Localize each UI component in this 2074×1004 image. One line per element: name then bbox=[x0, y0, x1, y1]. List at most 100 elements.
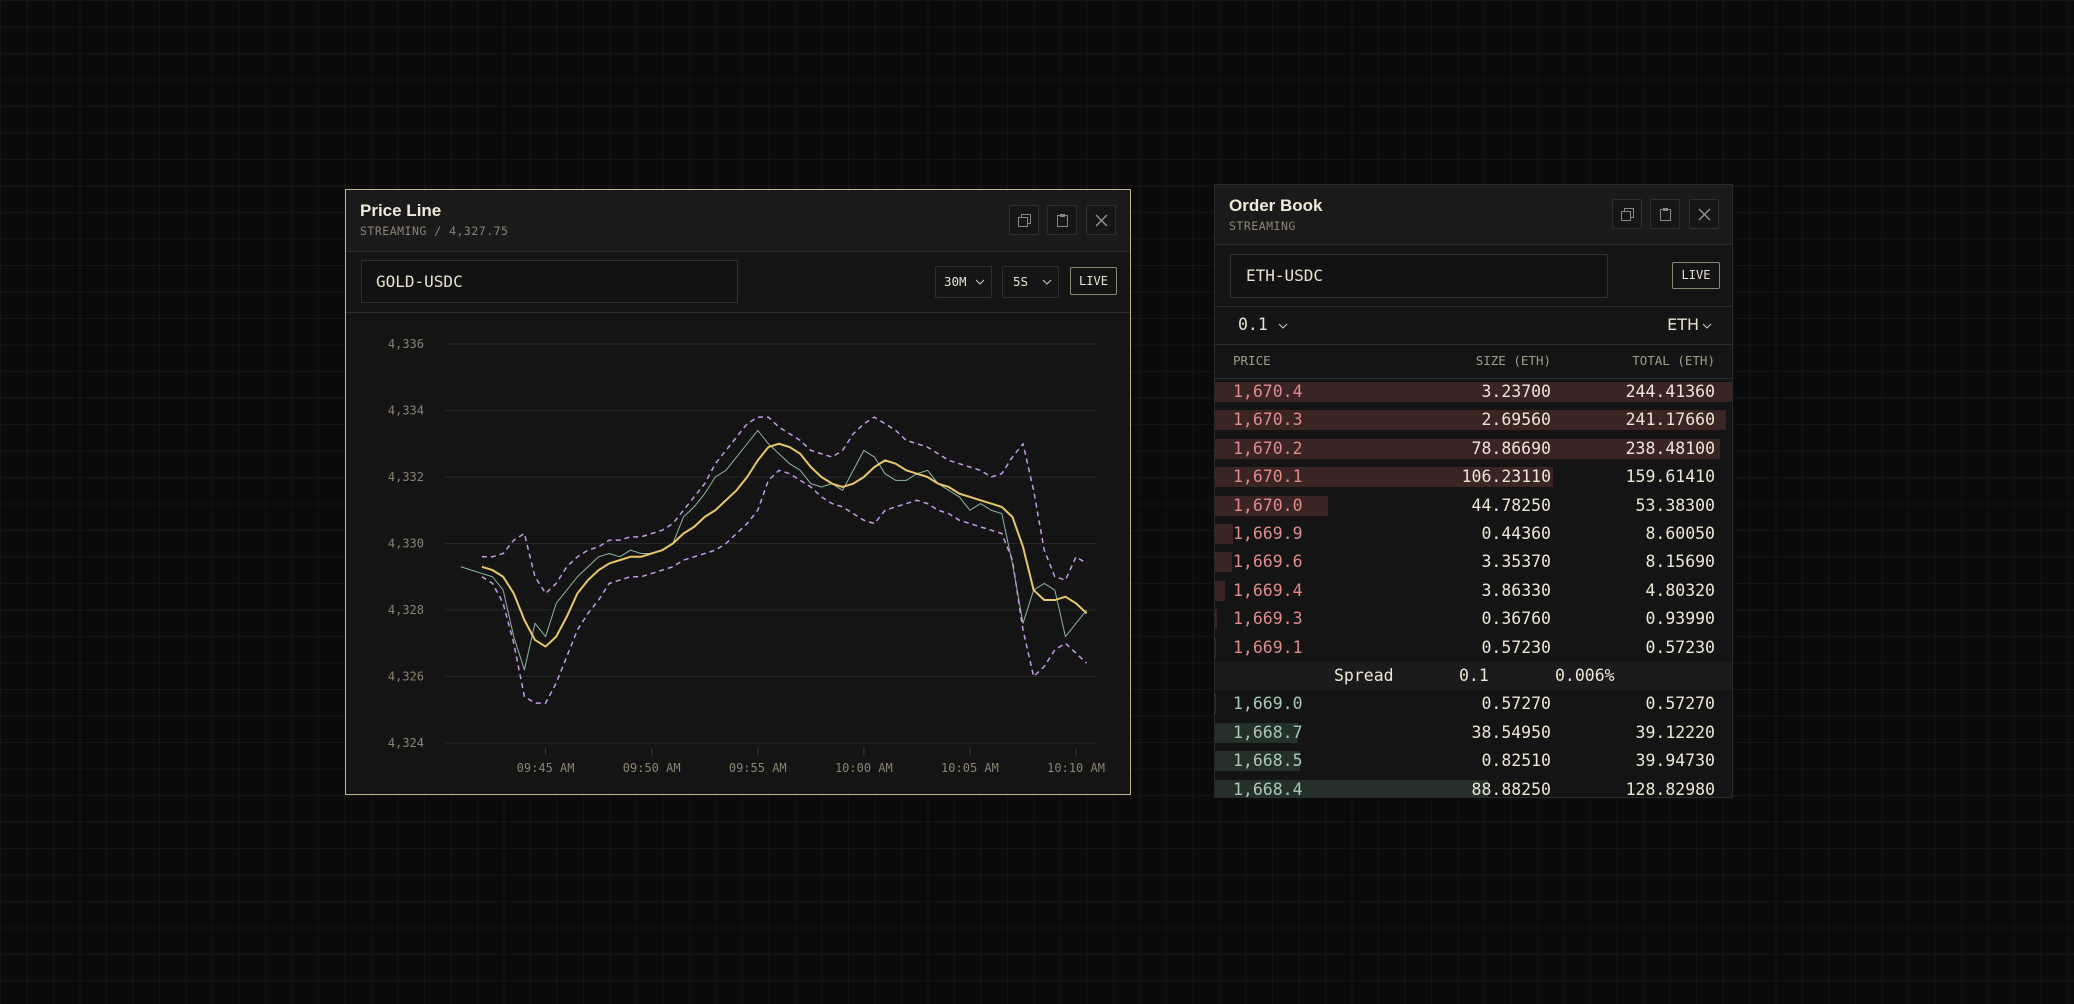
ask-row: 1,670.0 44.78250 53.38300 bbox=[1215, 492, 1732, 520]
column-label: PRICE bbox=[1233, 353, 1271, 368]
total: 53.38300 bbox=[1635, 495, 1715, 515]
price: 1,669.0 bbox=[1233, 694, 1303, 714]
unit-select[interactable]: ETH bbox=[1667, 306, 1712, 344]
total: 4.80320 bbox=[1645, 580, 1715, 600]
depth-bar bbox=[1215, 467, 1554, 488]
clipboard-button[interactable] bbox=[1650, 199, 1680, 229]
range-select[interactable]: 30M bbox=[935, 266, 992, 298]
x-tick-label: 10:10 AM bbox=[1047, 761, 1105, 775]
bid-row: 1,668.7 38.54950 39.12220 bbox=[1215, 719, 1732, 747]
interval-select[interactable]: 5S bbox=[1002, 266, 1059, 298]
icon-shape bbox=[1698, 208, 1711, 221]
symbol-input[interactable]: ETH-USDC bbox=[1230, 254, 1608, 298]
depth-bar bbox=[1215, 779, 1489, 797]
close-icon bbox=[1095, 214, 1108, 227]
price: 1,668.5 bbox=[1233, 751, 1303, 771]
price: 1,669.4 bbox=[1233, 580, 1303, 600]
price: 1,669.1 bbox=[1233, 637, 1303, 657]
total: 0.57230 bbox=[1645, 637, 1715, 657]
toolbar: ETH-USDC LIVE bbox=[1215, 244, 1732, 307]
price: 1,669.9 bbox=[1233, 524, 1303, 543]
total: 39.12220 bbox=[1635, 722, 1715, 742]
close-icon bbox=[1698, 208, 1711, 221]
depth-bar bbox=[1215, 722, 1298, 743]
ask-row: 1,670.4 3.23700 244.41360 bbox=[1215, 378, 1732, 406]
series-line bbox=[481, 416, 1088, 595]
size: 0.57270 bbox=[1481, 694, 1551, 714]
price: 1,670.1 bbox=[1233, 467, 1303, 487]
size: 2.69560 bbox=[1481, 410, 1551, 430]
series-line bbox=[460, 429, 1088, 671]
depth-bar bbox=[1215, 694, 1217, 715]
y-tick-label: 4,328 bbox=[388, 603, 424, 617]
total: 0.93990 bbox=[1645, 609, 1715, 629]
icon-shape bbox=[1663, 208, 1668, 211]
chevron bbox=[975, 279, 985, 285]
clipboard-icon bbox=[1057, 214, 1068, 227]
size: 3.23700 bbox=[1481, 382, 1551, 401]
x-tick-label: 09:55 AM bbox=[729, 761, 787, 775]
panel-title: Price Line bbox=[360, 201, 442, 220]
live-button[interactable]: LIVE bbox=[1672, 262, 1720, 289]
y-tick-label: 4,324 bbox=[388, 736, 424, 750]
icon-shape bbox=[1018, 217, 1028, 227]
tick-select[interactable]: 0.1 bbox=[1238, 306, 1288, 344]
live-button[interactable]: LIVE bbox=[1070, 267, 1117, 295]
x-tick-label: 10:00 AM bbox=[835, 761, 893, 775]
tick-text: 0.1 bbox=[1238, 315, 1268, 334]
x-tick-label: 09:45 AM bbox=[517, 761, 575, 775]
copy-button[interactable] bbox=[1612, 199, 1642, 229]
size: 0.44360 bbox=[1481, 524, 1551, 543]
y-tick-label: 4,326 bbox=[388, 670, 424, 684]
close-button[interactable] bbox=[1689, 199, 1719, 229]
panel-subtitle: STREAMING / 4,327.75 bbox=[360, 224, 509, 238]
price: 1,668.4 bbox=[1233, 779, 1303, 798]
price: 1,669.6 bbox=[1233, 552, 1303, 572]
symbol-text: GOLD-USDC bbox=[376, 272, 463, 291]
size: 0.36760 bbox=[1481, 609, 1551, 629]
copy-icon bbox=[1621, 208, 1634, 221]
y-tick-label: 4,336 bbox=[388, 337, 424, 351]
panel-header: Price Line STREAMING / 4,327.75 bbox=[346, 190, 1130, 252]
depth-bar bbox=[1215, 552, 1233, 573]
total: 238.48100 bbox=[1625, 438, 1715, 458]
series-line bbox=[481, 442, 1088, 648]
price: 1,670.0 bbox=[1233, 495, 1303, 515]
chevron-shape bbox=[1042, 279, 1052, 285]
icon-shape bbox=[1660, 209, 1671, 221]
close-button[interactable] bbox=[1086, 205, 1116, 235]
copy-button[interactable] bbox=[1009, 205, 1039, 235]
size: 88.88250 bbox=[1471, 779, 1551, 798]
icon-shape bbox=[1621, 211, 1631, 221]
size: 3.86330 bbox=[1481, 580, 1551, 600]
ask-row: 1,669.3 0.36760 0.93990 bbox=[1215, 605, 1732, 633]
panel-subtitle: STREAMING bbox=[1229, 219, 1296, 233]
total: 159.61410 bbox=[1625, 467, 1715, 487]
column-header: PRICE SIZE (ETH) TOTAL (ETH) bbox=[1215, 344, 1732, 379]
total: 8.15690 bbox=[1645, 552, 1715, 572]
column-label: TOTAL (ETH) bbox=[1632, 353, 1715, 368]
symbol-input[interactable]: GOLD-USDC bbox=[361, 260, 738, 303]
size: 44.78250 bbox=[1471, 495, 1551, 515]
ask-row: 1,669.4 3.86330 4.80320 bbox=[1215, 577, 1732, 605]
interval-text: 5S bbox=[1013, 274, 1029, 289]
total: 0.57270 bbox=[1645, 694, 1715, 714]
depth-bar bbox=[1215, 580, 1226, 601]
copy-icon bbox=[1018, 214, 1031, 227]
depth-bar bbox=[1215, 495, 1329, 516]
panel-header: Order Book STREAMING bbox=[1215, 185, 1732, 245]
size: 0.82510 bbox=[1481, 751, 1551, 771]
ask-row: 1,669.1 0.57230 0.57230 bbox=[1215, 634, 1732, 662]
chevron-shape bbox=[1702, 323, 1712, 329]
options-row: 0.1 ETH bbox=[1215, 306, 1732, 345]
depth-bar bbox=[1215, 438, 1721, 459]
bid-row: 1,669.0 0.57270 0.57270 bbox=[1215, 690, 1732, 718]
clipboard-icon bbox=[1660, 208, 1671, 221]
clipboard-button[interactable] bbox=[1047, 205, 1077, 235]
series-line bbox=[481, 469, 1088, 704]
price-chart: 4,336 4,334 4,332 4,330 4,328 4,326 4,324 09:45… bbox=[388, 337, 1105, 775]
chevron bbox=[1702, 323, 1712, 329]
size: 78.86690 bbox=[1471, 438, 1551, 458]
icon-shape bbox=[1095, 214, 1108, 227]
